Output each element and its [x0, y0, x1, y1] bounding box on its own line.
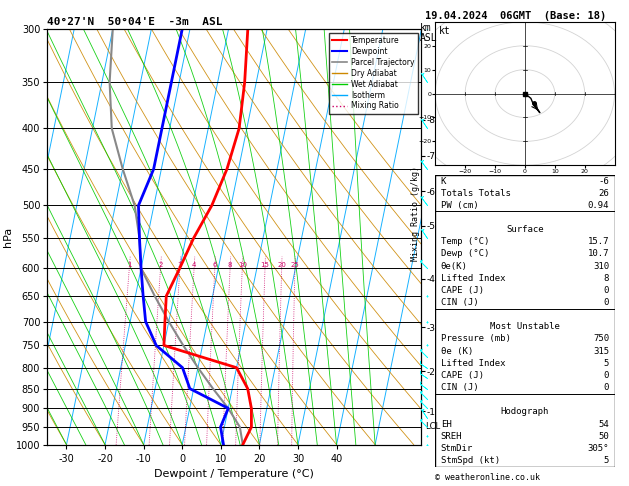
Text: 8: 8: [604, 274, 609, 283]
Text: 40°27'N  50°04'E  -3m  ASL: 40°27'N 50°04'E -3m ASL: [47, 17, 223, 27]
Text: Hodograph: Hodograph: [501, 407, 549, 417]
Text: LCL: LCL: [425, 422, 440, 432]
Text: ASL: ASL: [420, 33, 438, 43]
Text: Pressure (mb): Pressure (mb): [441, 334, 511, 344]
Text: 10: 10: [238, 262, 247, 268]
Text: 8: 8: [228, 262, 232, 268]
Text: 15.7: 15.7: [587, 237, 609, 246]
Text: 10.7: 10.7: [587, 249, 609, 259]
Text: 0: 0: [604, 286, 609, 295]
X-axis label: Dewpoint / Temperature (°C): Dewpoint / Temperature (°C): [154, 469, 314, 479]
Text: Most Unstable: Most Unstable: [490, 322, 560, 331]
Text: CIN (J): CIN (J): [441, 298, 478, 307]
Text: Dewp (°C): Dewp (°C): [441, 249, 489, 259]
Text: © weatheronline.co.uk: © weatheronline.co.uk: [435, 473, 540, 482]
Text: 0: 0: [604, 383, 609, 392]
Text: K: K: [441, 176, 446, 186]
Text: StmDir: StmDir: [441, 444, 473, 453]
Text: CIN (J): CIN (J): [441, 383, 478, 392]
Text: kt: kt: [439, 26, 450, 36]
Text: 26: 26: [598, 189, 609, 198]
Text: Mixing Ratio (g/kg): Mixing Ratio (g/kg): [411, 166, 420, 261]
Text: 15: 15: [260, 262, 269, 268]
Text: Lifted Index: Lifted Index: [441, 359, 505, 368]
Text: 19.04.2024  06GMT  (Base: 18): 19.04.2024 06GMT (Base: 18): [425, 11, 606, 21]
Text: StmSpd (kt): StmSpd (kt): [441, 456, 500, 465]
Text: PW (cm): PW (cm): [441, 201, 478, 210]
Text: 20: 20: [277, 262, 286, 268]
Text: km: km: [420, 23, 432, 34]
Text: 54: 54: [598, 419, 609, 429]
Text: 5: 5: [604, 456, 609, 465]
Legend: Temperature, Dewpoint, Parcel Trajectory, Dry Adiabat, Wet Adiabat, Isotherm, Mi: Temperature, Dewpoint, Parcel Trajectory…: [329, 33, 418, 114]
Text: θe(K): θe(K): [441, 261, 467, 271]
Text: 50: 50: [598, 432, 609, 441]
Text: 5: 5: [604, 359, 609, 368]
Text: 3: 3: [177, 262, 182, 268]
Text: 310: 310: [593, 261, 609, 271]
Text: 315: 315: [593, 347, 609, 356]
Text: -6: -6: [598, 176, 609, 186]
Text: 305°: 305°: [587, 444, 609, 453]
Text: Surface: Surface: [506, 225, 543, 234]
Text: 750: 750: [593, 334, 609, 344]
Text: θe (K): θe (K): [441, 347, 473, 356]
Text: 0: 0: [604, 298, 609, 307]
Text: CAPE (J): CAPE (J): [441, 286, 484, 295]
Text: SREH: SREH: [441, 432, 462, 441]
Text: Totals Totals: Totals Totals: [441, 189, 511, 198]
Text: 0: 0: [604, 371, 609, 380]
Text: Lifted Index: Lifted Index: [441, 274, 505, 283]
Y-axis label: hPa: hPa: [3, 227, 13, 247]
Text: EH: EH: [441, 419, 452, 429]
Text: 1: 1: [127, 262, 131, 268]
Text: 6: 6: [213, 262, 217, 268]
Text: 4: 4: [192, 262, 196, 268]
Text: 0.94: 0.94: [587, 201, 609, 210]
Text: Temp (°C): Temp (°C): [441, 237, 489, 246]
Text: 25: 25: [291, 262, 299, 268]
Text: CAPE (J): CAPE (J): [441, 371, 484, 380]
Text: 2: 2: [159, 262, 163, 268]
